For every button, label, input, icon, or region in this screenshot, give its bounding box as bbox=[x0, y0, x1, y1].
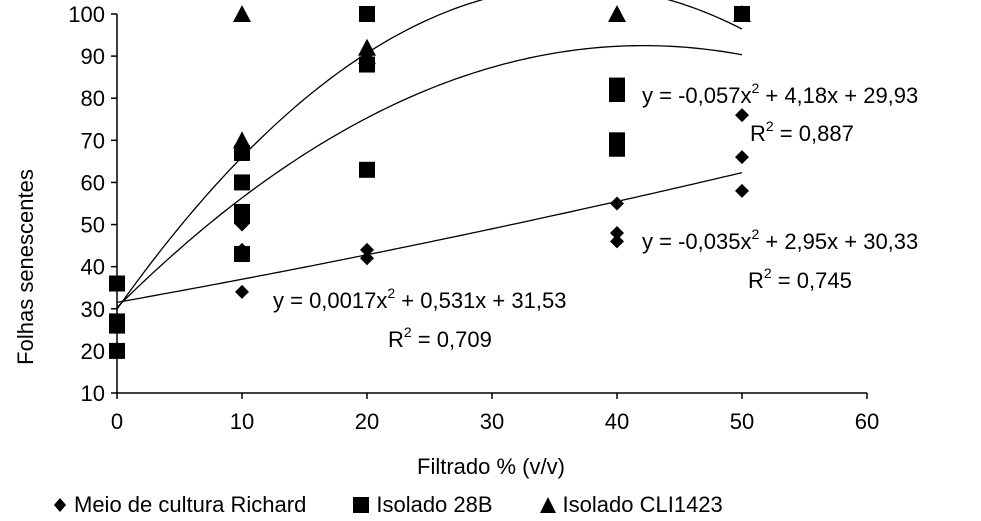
x-tick-label: 60 bbox=[855, 409, 879, 434]
data-point-square bbox=[234, 246, 250, 263]
triangle-icon bbox=[539, 497, 556, 513]
x-tick-label: 50 bbox=[730, 409, 754, 434]
data-point-square bbox=[359, 161, 375, 178]
isolado28b-r2: R2 = 0,745 bbox=[748, 265, 852, 293]
data-point-triangle bbox=[733, 5, 751, 22]
y-axis-title: Folhas senescentes bbox=[13, 169, 38, 365]
diamond-icon bbox=[54, 498, 66, 512]
trendline bbox=[116, 171, 743, 303]
trendline bbox=[116, 44, 743, 308]
data-point-triangle bbox=[233, 131, 251, 149]
superscript: 2 bbox=[764, 265, 772, 281]
cli1423-r2: R2 = 0,887 bbox=[750, 118, 854, 146]
y-tick-label: 50 bbox=[81, 213, 105, 238]
x-tick-label: 20 bbox=[355, 409, 379, 434]
data-point-square bbox=[359, 6, 375, 22]
superscript: 2 bbox=[766, 118, 774, 134]
legend-label: Isolado CLI1423 bbox=[562, 492, 723, 517]
data-point-triangle bbox=[233, 5, 251, 22]
x-tick-label: 10 bbox=[230, 409, 254, 434]
data-point-square bbox=[234, 144, 250, 161]
data-point-triangle bbox=[608, 5, 626, 22]
superscript: 2 bbox=[387, 285, 395, 301]
x-tick-label: 40 bbox=[605, 409, 629, 434]
x-axis-title: Filtrado % (v/v) bbox=[417, 454, 565, 479]
y-tick-label: 70 bbox=[81, 128, 105, 153]
richard-equation: y = 0,0017x2 + 0,531x + 31,53 bbox=[273, 285, 566, 313]
y-tick-label: 100 bbox=[68, 2, 105, 27]
data-point-diamond bbox=[735, 183, 749, 198]
trendline bbox=[116, 0, 743, 310]
data-point-diamond bbox=[735, 108, 749, 123]
legend-label: Meio de cultura Richard bbox=[74, 492, 307, 517]
superscript: 2 bbox=[751, 80, 759, 96]
y-tick-label: 10 bbox=[81, 381, 105, 406]
y-tick-label: 80 bbox=[81, 86, 105, 111]
data-point-diamond bbox=[610, 234, 624, 249]
y-tick-label: 40 bbox=[81, 255, 105, 280]
trendlines bbox=[116, 0, 743, 310]
cli1423-equation: y = -0,057x2 + 4,18x + 29,93 bbox=[642, 80, 918, 108]
data-point-diamond bbox=[610, 196, 624, 211]
isolado28b-equation: y = -0,035x2 + 2,95x + 30,33 bbox=[642, 226, 918, 254]
data-point-square bbox=[609, 77, 625, 94]
y-tick-label: 30 bbox=[81, 297, 105, 322]
legend-item-28b: Isolado 28B bbox=[352, 492, 493, 518]
x-tick-label: 0 bbox=[111, 409, 123, 434]
x-tick-label: 30 bbox=[480, 409, 504, 434]
data-point-square bbox=[234, 203, 250, 220]
legend: Meio de cultura Richard Isolado 28B Isol… bbox=[52, 491, 769, 519]
legend-item-richard: Meio de cultura Richard bbox=[52, 492, 306, 518]
data-point-triangle bbox=[358, 38, 376, 56]
y-tick-label: 20 bbox=[81, 339, 105, 364]
superscript: 2 bbox=[404, 324, 412, 340]
data-point-diamond bbox=[360, 242, 374, 257]
data-points bbox=[109, 5, 751, 359]
y-tick-label: 90 bbox=[81, 44, 105, 69]
data-point-diamond bbox=[735, 150, 749, 165]
data-point-square bbox=[609, 132, 625, 149]
data-point-diamond bbox=[360, 251, 374, 266]
legend-label: Isolado 28B bbox=[376, 492, 493, 517]
richard-r2: R2 = 0,709 bbox=[388, 324, 492, 352]
data-point-square bbox=[234, 174, 250, 191]
y-tick-label: 60 bbox=[81, 170, 105, 195]
legend-item-cli1423: Isolado CLI1423 bbox=[539, 492, 723, 518]
square-icon bbox=[353, 497, 370, 513]
data-point-diamond bbox=[610, 225, 624, 240]
data-point-diamond bbox=[235, 284, 249, 299]
superscript: 2 bbox=[751, 226, 759, 242]
